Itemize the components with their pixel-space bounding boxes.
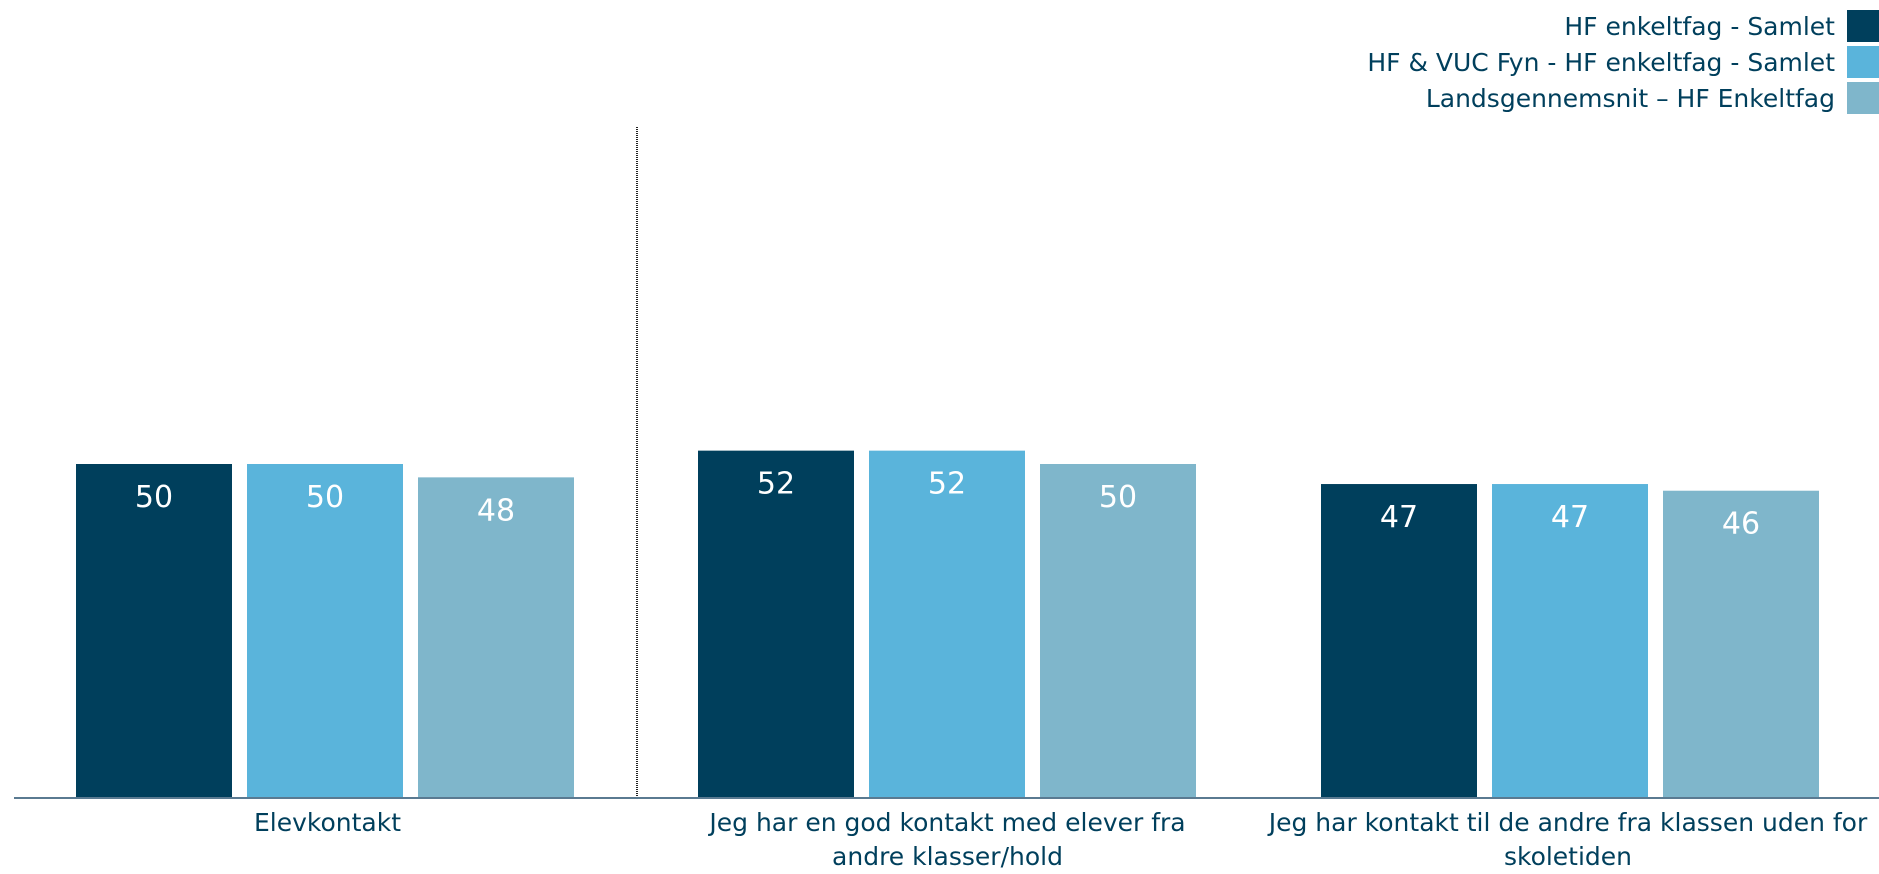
legend-label: HF enkeltfag - Samlet (1564, 11, 1835, 41)
data-label-0-0: 50 (135, 480, 173, 515)
bar-2-0 (1321, 484, 1477, 798)
legend-item-1: HF & VUC Fyn - HF enkeltfag - Samlet (1367, 44, 1879, 80)
legend-item-0: HF enkeltfag - Samlet (1367, 8, 1879, 44)
bars-group (76, 450, 1819, 798)
data-label-0-1: 50 (306, 480, 344, 515)
legend-label: Landsgennemsnit – HF Enkeltfag (1425, 83, 1835, 113)
data-label-1-1: 52 (928, 467, 966, 502)
data-label-2-2: 46 (1722, 507, 1760, 542)
legend-swatch (1847, 46, 1879, 78)
bar-0-2 (418, 477, 574, 798)
data-label-1-0: 52 (757, 467, 795, 502)
bar-0-0 (76, 464, 232, 798)
bar-1-0 (698, 450, 854, 798)
legend-swatch (1847, 82, 1879, 114)
legend-swatch (1847, 10, 1879, 42)
bar-2-1 (1492, 484, 1648, 798)
legend: HF enkeltfag - Samlet HF & VUC Fyn - HF … (1367, 8, 1879, 116)
legend-label: HF & VUC Fyn - HF enkeltfag - Samlet (1367, 47, 1835, 77)
category-label-0: Elevkontakt (253, 808, 402, 837)
data-labels-group: 50 50 48 52 52 50 47 47 46 (135, 467, 1760, 542)
bar-1-2 (1040, 464, 1196, 798)
category-label-1: Jeg har en god kontakt med elever fra an… (709, 808, 1186, 871)
category-label-2: Jeg har kontakt til de andre fra klassen… (1268, 808, 1868, 871)
bar-1-1 (869, 450, 1025, 798)
data-label-0-2: 48 (477, 493, 515, 528)
data-label-1-2: 50 (1099, 480, 1137, 515)
data-label-2-1: 47 (1551, 500, 1589, 535)
data-label-2-0: 47 (1380, 500, 1418, 535)
legend-item-2: Landsgennemsnit – HF Enkeltfag (1367, 80, 1879, 116)
bar-0-1 (247, 464, 403, 798)
bar-2-2 (1663, 490, 1819, 798)
